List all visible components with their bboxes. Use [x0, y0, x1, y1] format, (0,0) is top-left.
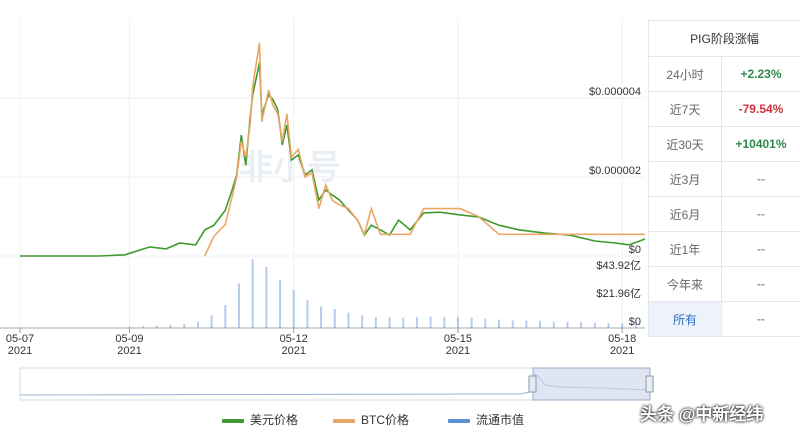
y-tick-label: $21.96亿: [596, 287, 641, 300]
bar: [374, 317, 377, 328]
bar: [429, 316, 432, 328]
legend-label: 流通市值: [476, 412, 524, 427]
legend-item[interactable]: 流通市值: [448, 412, 524, 427]
legend-item[interactable]: 美元价格: [222, 412, 298, 427]
table-header: PIG阶段涨幅: [648, 21, 800, 57]
legend-label: BTC价格: [361, 412, 409, 427]
bar: [456, 317, 459, 328]
period-label: 24小时: [648, 57, 722, 91]
bar: [292, 289, 295, 328]
period-label: 今年来: [648, 267, 722, 301]
bar: [251, 259, 254, 328]
period-label: 近3月: [648, 162, 722, 196]
period-label: 所有: [648, 302, 722, 336]
period-label: 近7天: [648, 92, 722, 126]
minimap-selection[interactable]: [532, 367, 651, 401]
period-label: 近6月: [648, 197, 722, 231]
bar: [511, 320, 514, 328]
change-value: --: [757, 242, 765, 256]
bar: [169, 324, 172, 328]
change-value: +10401%: [735, 137, 787, 151]
bar: [525, 320, 528, 328]
change-value: --: [757, 207, 765, 221]
bar: [333, 308, 336, 328]
table-row[interactable]: 今年来 --: [648, 267, 800, 302]
bar: [443, 317, 446, 328]
bar: [183, 324, 186, 328]
bar: [196, 321, 199, 328]
x-tick-label: 05-15: [444, 333, 472, 345]
change-value: -79.54%: [738, 102, 784, 116]
period-label: 近1年: [648, 232, 722, 266]
minimap: [19, 367, 654, 401]
watermark: 头条 @中新经纬: [640, 405, 764, 424]
bar: [498, 319, 501, 328]
table-row[interactable]: 近7天 -79.54%: [648, 92, 800, 127]
x-tick-label: 05-18: [608, 333, 636, 345]
minimap-handle[interactable]: [528, 375, 537, 393]
x-tick-year: 2021: [281, 345, 305, 357]
y-tick-label: $43.92亿: [596, 259, 641, 272]
bar: [402, 317, 405, 328]
bar: [265, 266, 268, 328]
legend-swatch: [222, 419, 244, 423]
bar: [593, 322, 596, 328]
table-row[interactable]: 近6月 --: [648, 197, 800, 232]
bar: [539, 321, 542, 328]
bar: [279, 279, 282, 328]
x-tick-label: 05-09: [115, 333, 143, 345]
price-line: [204, 42, 645, 257]
period-label: 近30天: [648, 127, 722, 161]
x-tick-year: 2021: [446, 345, 470, 357]
bar: [415, 317, 418, 328]
bar: [634, 323, 637, 328]
legend-label: 美元价格: [250, 412, 298, 427]
x-tick-label: 05-12: [280, 333, 308, 345]
x-tick-year: 2021: [8, 345, 32, 357]
bar: [607, 323, 610, 328]
x-tick-year: 2021: [117, 345, 141, 357]
legend-swatch: [333, 419, 355, 423]
bar: [128, 326, 131, 328]
bar: [142, 326, 145, 328]
y-tick-label: $0: [629, 316, 641, 328]
y-tick-label: $0.000004: [589, 86, 641, 98]
bar: [580, 322, 583, 328]
change-value: +2.23%: [740, 67, 782, 81]
bar: [237, 283, 240, 328]
change-value: --: [757, 277, 765, 291]
bar: [320, 306, 323, 328]
bar: [155, 325, 158, 328]
legend-item[interactable]: BTC价格: [333, 412, 409, 427]
bar: [306, 300, 309, 328]
x-tick-year: 2021: [610, 345, 634, 357]
change-value: --: [757, 172, 765, 186]
bar: [552, 321, 555, 328]
y-tick-label: $0.000002: [589, 165, 641, 177]
bar: [484, 318, 487, 328]
change-value: --: [757, 312, 765, 326]
table-row[interactable]: 近30天 +10401%: [648, 127, 800, 162]
bar: [347, 312, 350, 328]
legend-swatch: [448, 419, 470, 423]
bar: [566, 321, 569, 328]
table-row[interactable]: 所有 --: [648, 302, 800, 337]
table-row[interactable]: 近1年 --: [648, 232, 800, 267]
range-table: PIG阶段涨幅 24小时 +2.23% 近7天 -79.54% 近30天 +10401% 近…: [648, 20, 800, 337]
bar: [621, 323, 624, 328]
bar: [361, 315, 364, 328]
bar: [224, 305, 227, 328]
x-tick-label: 05-07: [6, 333, 34, 345]
bar: [210, 315, 213, 328]
bar: [470, 317, 473, 328]
table-row[interactable]: 近3月 --: [648, 162, 800, 197]
y-tick-label: $0: [629, 244, 641, 256]
table-row[interactable]: 24小时 +2.23%: [648, 57, 800, 92]
bar: [388, 317, 391, 328]
minimap-handle[interactable]: [645, 375, 654, 393]
